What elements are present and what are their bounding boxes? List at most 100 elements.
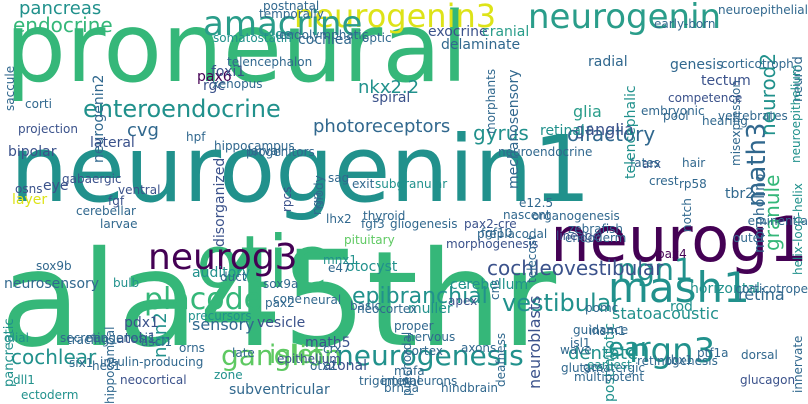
cloud-word: epithelium [277, 352, 341, 366]
cloud-word: glucagon [740, 373, 796, 387]
cloud-word: ventral [118, 183, 161, 197]
cloud-word: sox9b [36, 259, 72, 273]
cloud-word: subgranular [375, 177, 448, 191]
cloud-word: neuroblasts [525, 295, 544, 390]
cloud-word: gliogenesis [390, 217, 458, 231]
cloud-word: thyroid [363, 209, 406, 223]
cloud-word: guidance [573, 323, 629, 337]
cloud-word: basic [350, 299, 382, 313]
cloud-word: neurog3 [148, 237, 298, 278]
cloud-word: otx2 [310, 359, 337, 373]
cloud-word: corticotroph [721, 57, 794, 71]
cloud-word: hearing [702, 114, 748, 128]
cloud-word: e12.5 [519, 196, 554, 210]
cloud-word: auditory [192, 265, 251, 281]
cloud-word: progenitors [246, 145, 315, 159]
cloud-word: pax6 [197, 69, 232, 85]
cloud-word: hair [682, 156, 706, 170]
cloud-word: eminentia [747, 214, 808, 228]
cloud-word: layer [12, 192, 48, 208]
cloud-word: eye [43, 178, 69, 194]
cloud-word: rpcs [280, 186, 294, 212]
cloud-word: neuroepithelium [789, 64, 803, 163]
cloud-word: temporally [259, 7, 324, 21]
cloud-word: mnx1 [323, 253, 358, 267]
cloud-word: bipolar [8, 144, 57, 160]
cloud-word: oe [275, 27, 293, 43]
cloud-word: sensory [192, 315, 255, 334]
cloud-word: brn3a [384, 381, 419, 395]
cloud-word: nervous [407, 330, 456, 344]
cloud-word: larval [248, 144, 282, 158]
cloud-word: pax2 [265, 296, 295, 310]
cloud-word: arx [642, 157, 662, 171]
cloud-word: cochlea [298, 32, 352, 48]
cloud-word: ear [608, 333, 651, 363]
cloud-word: organogenesis [532, 209, 620, 223]
cloud-word: pancreas [19, 0, 102, 19]
cloud-word: rod [670, 299, 693, 315]
cloud-word: disorganized [212, 157, 228, 247]
cloud-word: nascent [503, 208, 551, 222]
cloud-word: morphants [484, 68, 498, 134]
cloud-word: neuroepithelial [718, 3, 808, 17]
cloud-word: hindbrain [441, 381, 499, 395]
cloud-word: axons [461, 341, 497, 355]
cloud-word: lateral [90, 135, 135, 151]
cloud-word: neocortical [120, 373, 187, 387]
cloud-word: retina [738, 285, 785, 304]
cloud-word: placode [144, 282, 263, 317]
cloud-word: ganglia [575, 120, 634, 139]
cloud-word: neural [303, 293, 342, 307]
cloud-word: neogenesis [86, 331, 155, 345]
cloud-word: amacrine [203, 4, 363, 44]
cloud-word: telencephalon [227, 55, 313, 69]
cloud-word: retinogenesis [637, 354, 718, 368]
cloud-word: neurog1 [550, 203, 808, 276]
cloud-word: morphogenesis [446, 237, 539, 251]
cloud-word: neocortex [357, 302, 418, 316]
cloud-word: cone [273, 292, 302, 306]
cloud-word: hpf [186, 130, 206, 144]
cloud-word: pomc [585, 301, 619, 315]
cloud-word: osns [15, 182, 43, 196]
cloud-word: vestibular [502, 289, 622, 317]
cloud-word: isl1 [570, 336, 591, 350]
cloud-word: cerebellum [450, 277, 529, 293]
cloud-word: pituitary [344, 233, 395, 247]
cloud-word: horizontal [690, 281, 760, 297]
cloud-word: earliest [587, 358, 632, 372]
cloud-word: fgf3 [361, 217, 385, 231]
cloud-word: somatostatin [213, 31, 292, 45]
cloud-word: ala45thr [0, 223, 557, 377]
cloud-word: otic [196, 220, 328, 304]
cloud-word: foxi1 [211, 64, 246, 80]
cloud-word: e47 [328, 261, 351, 275]
cloud-word: neurosensory [4, 276, 100, 292]
cloud-word: cvg [127, 120, 159, 141]
cloud-word: photoreceptors [313, 116, 451, 137]
cloud-word: ngn3 [629, 331, 716, 371]
cloud-word: cortex [405, 344, 443, 358]
cloud-word: duct [220, 270, 247, 284]
cloud-word: tracing [67, 333, 110, 347]
cloud-word: neurogenin1 [10, 116, 592, 223]
cloud-word: neurogenin3 [294, 0, 497, 35]
cloud-word: pdx1 [124, 315, 159, 331]
cloud-word: crx [323, 342, 342, 356]
cloud-word: proneural [5, 0, 468, 104]
cloud-word: telencephalic [623, 85, 639, 179]
cloud-word: glia [573, 102, 602, 121]
cloud-word: trigeminal [359, 374, 421, 388]
cloud-word: embryonic [641, 104, 705, 118]
cloud-word: cochleovestibular [487, 256, 664, 280]
cloud-word: ascl1 [141, 335, 173, 349]
cloud-word: rgc [203, 78, 226, 94]
cloud-word: hes1 [92, 359, 121, 373]
cloud-word: dll1 [13, 373, 35, 387]
cloud-word: secretin [60, 331, 108, 345]
cloud-word: nkx2.2 [358, 77, 420, 98]
cloud-word: early-born [654, 17, 716, 31]
cloud-word: apex [448, 294, 478, 308]
cloud-word: tbx1 [666, 353, 694, 367]
